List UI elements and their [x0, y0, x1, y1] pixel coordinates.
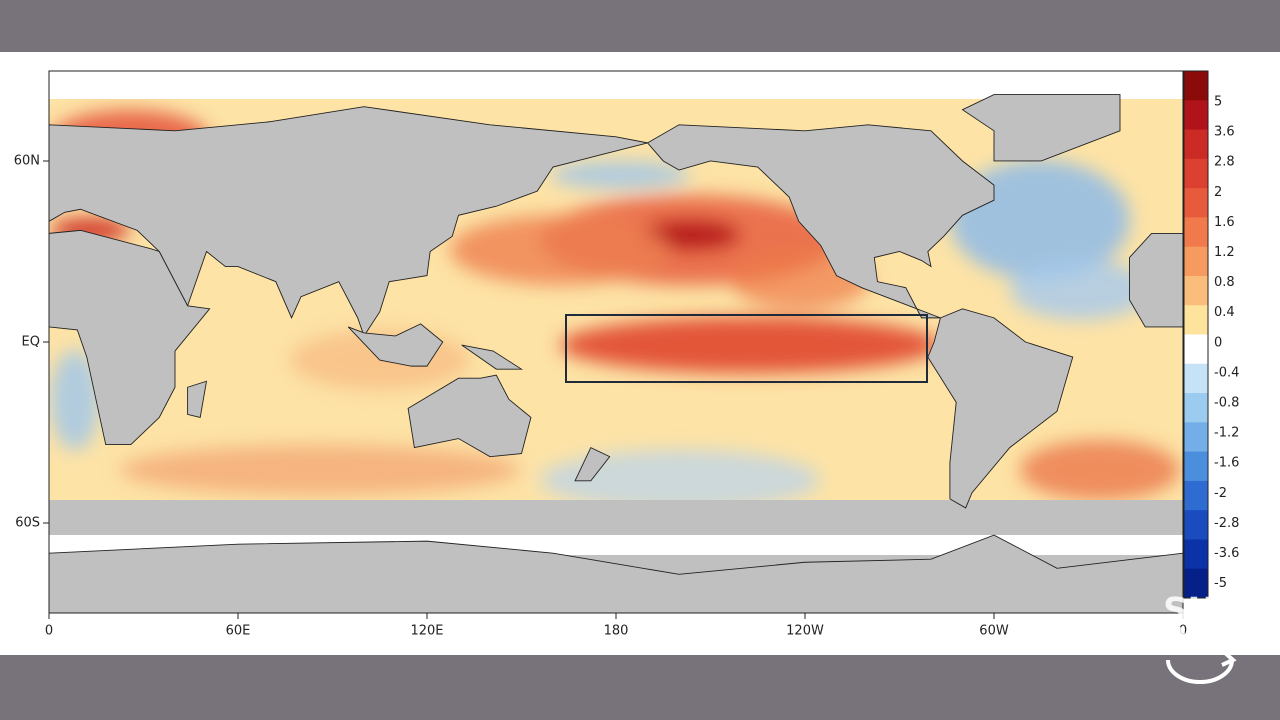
x-axis-label: 120W: [786, 624, 824, 639]
x-axis-label: 60E: [226, 624, 251, 639]
colorbar-swatch: [1184, 480, 1208, 511]
colorbar-label: 0.8: [1214, 275, 1235, 290]
colorbar-swatch: [1184, 363, 1208, 394]
y-axis-label: EQ: [22, 335, 40, 350]
colorbar-swatch: [1184, 393, 1208, 423]
top-bar: [0, 0, 1280, 52]
colorbar-swatch: [1184, 334, 1208, 365]
axis-labels: 0 60E 120E 180 120W 60W 0 60N EQ 60S: [14, 154, 1187, 639]
colorbar: 5 3.6 2.8 2 1.6 1.2 0.8 0.4 0 -0.4 -0.8 -1.2 -1.6 -2 -…: [1183, 70, 1239, 599]
colorbar-label: -3.6: [1214, 546, 1239, 561]
colorbar-label: -2: [1214, 486, 1227, 501]
colorbar-label: -0.4: [1214, 365, 1239, 380]
y-axis-label: 60S: [15, 516, 40, 531]
colorbar-label: 1.2: [1214, 245, 1235, 260]
watermark-arrow: [1221, 650, 1237, 667]
colorbar-swatch: [1184, 158, 1208, 189]
colorbar-label: -1.2: [1214, 426, 1239, 441]
colorbar-swatch: [1184, 129, 1208, 160]
bottom-bar: [0, 655, 1280, 720]
x-axis-label: 0: [1179, 624, 1187, 639]
colorbar-label: -5: [1214, 576, 1227, 591]
colorbar-label: 2: [1214, 185, 1222, 200]
colorbar-label: 5: [1214, 95, 1222, 110]
colorbar-swatch: [1184, 246, 1208, 277]
colorbar-label: -0.8: [1214, 396, 1239, 411]
anomaly-field: [50, 110, 1180, 510]
nino-region-box: [565, 314, 928, 383]
colorbar-swatch: [1184, 275, 1208, 306]
x-axis-label: 0: [45, 624, 53, 639]
map: [49, 71, 1183, 613]
x-axis-label: 120E: [410, 624, 443, 639]
colorbar-label: 3.6: [1214, 125, 1235, 140]
watermark-arc: [1166, 659, 1234, 684]
colorbar-swatch: [1184, 451, 1208, 482]
colorbar-swatch: [1184, 188, 1208, 218]
colorbar-swatch: [1184, 71, 1208, 101]
colorbar-label: 0.4: [1214, 305, 1235, 320]
colorbar-label: -1.6: [1214, 456, 1239, 471]
colorbar-label: 0: [1214, 335, 1222, 350]
colorbar-frame: [1183, 70, 1209, 599]
colorbar-label: -2.8: [1214, 516, 1239, 531]
watermark: SUL 360: [1163, 591, 1237, 684]
colorbar-label: 1.6: [1214, 215, 1235, 230]
colorbar-swatch: [1184, 100, 1208, 131]
colorbar-swatch: [1184, 510, 1208, 540]
colorbar-swatch: [1184, 539, 1208, 570]
colorbar-swatch: [1184, 422, 1208, 453]
continents: [49, 95, 1183, 613]
colorbar-swatch: [1184, 217, 1208, 248]
x-axis-label: 180: [604, 624, 629, 639]
colorbar-swatch: [1184, 568, 1208, 599]
x-axis-label: 60W: [979, 624, 1009, 639]
colorbar-swatch: [1184, 305, 1208, 335]
y-axis-label: 60N: [14, 154, 40, 169]
colorbar-label: 2.8: [1214, 155, 1235, 170]
watermark-line1: SUL: [1163, 591, 1237, 631]
